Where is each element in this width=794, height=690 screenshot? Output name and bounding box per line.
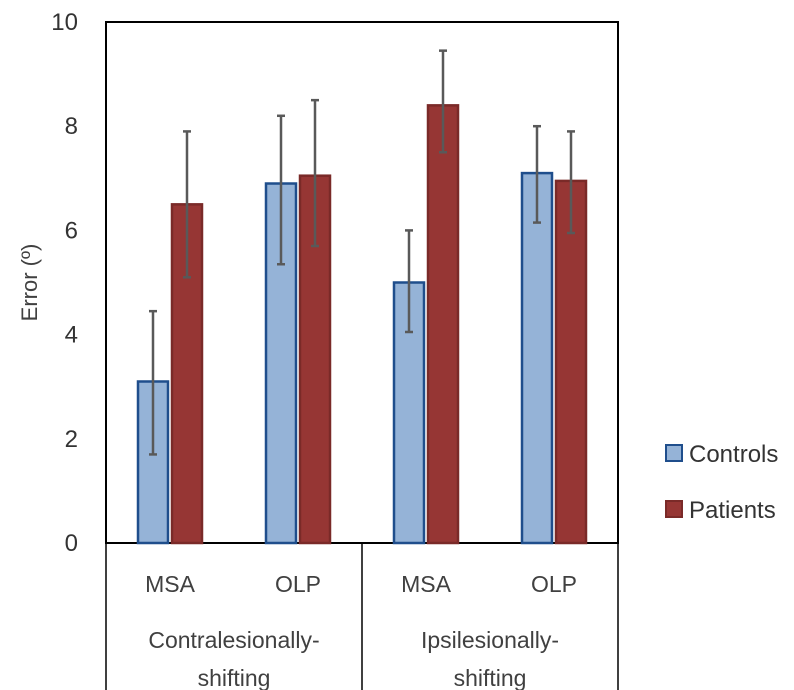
bar-controls-msa: [392, 281, 426, 545]
legend: Controls Patients: [665, 441, 778, 524]
y-tick-label: 4: [65, 322, 78, 349]
bar-patients-msa: [426, 104, 460, 545]
legend-label-controls: Controls: [689, 441, 778, 468]
x-group-label: Ipsilesionally-: [421, 627, 559, 653]
y-tick-label: 2: [65, 426, 78, 453]
x-group-label: Contralesionally-: [148, 627, 319, 653]
bars: [136, 104, 588, 545]
x-category-label: MSA: [401, 571, 452, 597]
x-group-label: shifting: [198, 665, 271, 690]
bar-controls-olp: [520, 171, 554, 545]
legend-swatch-patients: [665, 500, 683, 518]
x-category-label: OLP: [275, 571, 321, 597]
y-axis-title: Error (º): [17, 244, 42, 322]
bar-patients-olp: [554, 179, 588, 545]
x-group-label: shifting: [454, 665, 527, 690]
y-tick-label: 0: [65, 530, 78, 557]
x-category-label: OLP: [531, 571, 577, 597]
y-tick-label: 10: [51, 9, 78, 36]
x-category-label: MSA: [145, 571, 196, 597]
legend-label-patients: Patients: [689, 497, 776, 524]
y-tick-label: 6: [65, 217, 78, 244]
y-tick-label: 8: [65, 113, 78, 140]
y-axis-ticks: 0 2 4 6 8 10: [51, 9, 78, 557]
legend-swatch-controls: [665, 444, 683, 462]
x-axis: MSA OLP MSA OLP Contralesionally-shifting Ips…: [105, 543, 619, 690]
error-bars: [149, 49, 575, 456]
